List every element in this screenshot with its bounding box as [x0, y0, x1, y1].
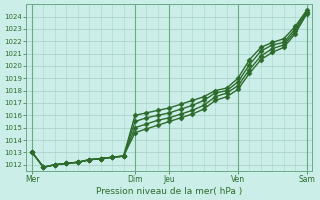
- X-axis label: Pression niveau de la mer( hPa ): Pression niveau de la mer( hPa ): [96, 187, 243, 196]
